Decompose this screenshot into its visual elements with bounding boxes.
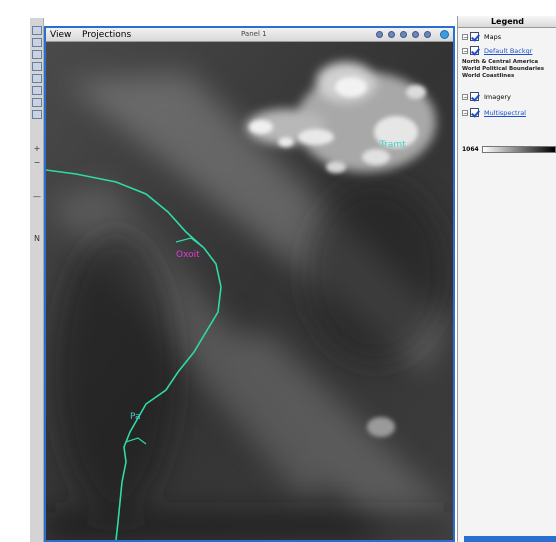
map-panel: View Projections Panel 1 [44,26,455,542]
toolbar-zoom-icon[interactable] [32,50,42,59]
toolbar-settings-icon[interactable] [32,110,42,119]
legend-item-default-background[interactable]: − Default Backgr [462,46,556,56]
panel-title: Panel 1 [241,30,267,38]
legend-sublabel: North & Central America [462,59,539,65]
maps-checkbox[interactable] [470,32,479,41]
divider-icon: — [33,192,41,201]
help-icon[interactable] [440,30,449,39]
colorbar [482,146,556,153]
map-canvas[interactable] [46,42,453,540]
legend-title: Legend [458,16,556,28]
legend-panel: Legend − Maps − Default Backgr North & C… [457,16,556,542]
toolbar-draw-icon[interactable] [32,98,42,107]
legend-sublabel: World Political Boundaries [462,66,545,72]
legend-item-label: Maps [484,33,502,41]
map-label-cyan: Tramt [380,140,406,150]
map-label-magenta: Oxoit [176,250,200,260]
legend-item-imagery[interactable]: − Imagery [462,92,556,102]
last-frame-icon[interactable] [424,31,431,38]
legend-item-label[interactable]: Default Backgr [484,47,533,55]
zoom-out-icon[interactable]: − [33,158,41,167]
legend-footer-bar [464,536,556,542]
next-frame-icon[interactable] [412,31,419,38]
zoom-in-icon[interactable]: + [33,144,41,153]
toolbar-layers-icon[interactable] [32,74,42,83]
coastline-detail [175,237,205,249]
map-header: View Projections Panel 1 [46,28,453,42]
menu-projections[interactable]: Projections [82,30,132,40]
multispectral-checkbox[interactable] [470,108,479,117]
border-line [125,437,147,445]
north-arrow-icon[interactable]: N [34,234,40,243]
collapse-icon[interactable]: − [462,110,469,117]
legend-item-maps[interactable]: − Maps [462,32,556,42]
first-frame-icon[interactable] [376,31,383,38]
imagery-checkbox[interactable] [470,92,479,101]
legend-item-label[interactable]: Multispectral [484,109,526,117]
prev-frame-icon[interactable] [388,31,395,38]
cloud-highlights [249,77,426,437]
colorbar-label: 1064 [462,146,479,153]
legend-item-multispectral[interactable]: − Multispectral [462,108,556,118]
default-background-checkbox[interactable] [470,46,479,55]
legend-sublabel: World Coastlines [462,73,515,79]
left-toolbar: + − — N [30,18,44,542]
toolbar-pan-icon[interactable] [32,38,42,47]
coastline [46,169,222,540]
map-label-coast: Pa [130,412,141,422]
menu-view[interactable]: View [50,30,72,40]
dark-regions [46,182,453,540]
toolbar-measure-icon[interactable] [32,86,42,95]
collapse-icon[interactable]: − [462,94,469,101]
collapse-icon[interactable]: − [462,48,469,55]
toolbar-probe-icon[interactable] [32,62,42,71]
collapse-icon[interactable]: − [462,34,469,41]
toolbar-select-icon[interactable] [32,26,42,35]
legend-item-label: Imagery [484,93,511,101]
play-icon[interactable] [400,31,407,38]
